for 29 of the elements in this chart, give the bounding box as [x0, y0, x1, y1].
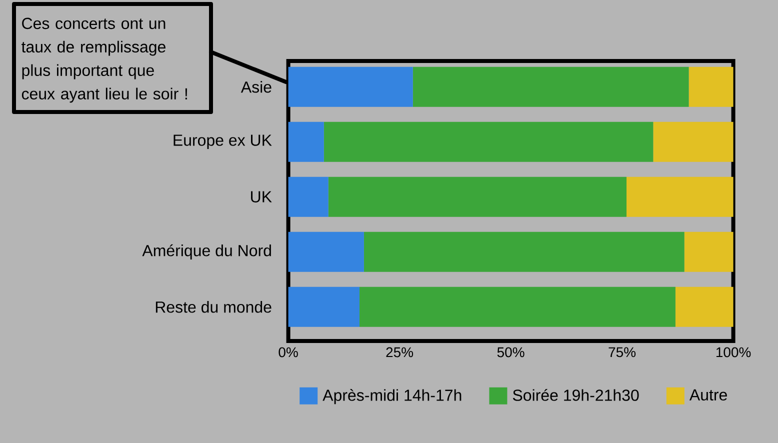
- bar: [328, 176, 627, 217]
- legend-label: Après-midi 14h-17h: [322, 389, 462, 404]
- legend-label: Soirée 19h-21h30: [512, 389, 639, 401]
- bar: [626, 176, 734, 217]
- bar: [412, 66, 689, 107]
- y-tick-label: Reste du monde: [156, 301, 272, 313]
- text: Ces concerts ont un taux de remplissage plus important que ceux ayant lieu le soir !: [22, 18, 187, 103]
- legend-label: Autre: [689, 389, 727, 401]
- bar: [653, 122, 734, 162]
- bar: [288, 286, 360, 327]
- bar: [288, 176, 328, 217]
- x-tick-label: 25%: [386, 347, 414, 358]
- bar: [288, 232, 364, 272]
- bar: [364, 232, 684, 272]
- bar: [288, 122, 324, 162]
- bar: [675, 286, 734, 327]
- y-tick-label: Amérique du Nord: [142, 244, 271, 260]
- y-tick-label: Europe ex UK: [174, 134, 272, 150]
- x-tick-label: 0%: [278, 347, 298, 358]
- bar: [688, 66, 734, 107]
- y-tick-label: Asie: [240, 80, 272, 93]
- bar: [684, 232, 734, 272]
- x-tick-label: 50%: [497, 347, 524, 358]
- bar: [324, 122, 654, 162]
- bar: [360, 286, 676, 327]
- bar: [288, 66, 413, 107]
- x-tick-label: 100%: [716, 347, 751, 358]
- x-tick-label: 75%: [608, 347, 636, 358]
- y-tick-label: UK: [251, 191, 272, 202]
